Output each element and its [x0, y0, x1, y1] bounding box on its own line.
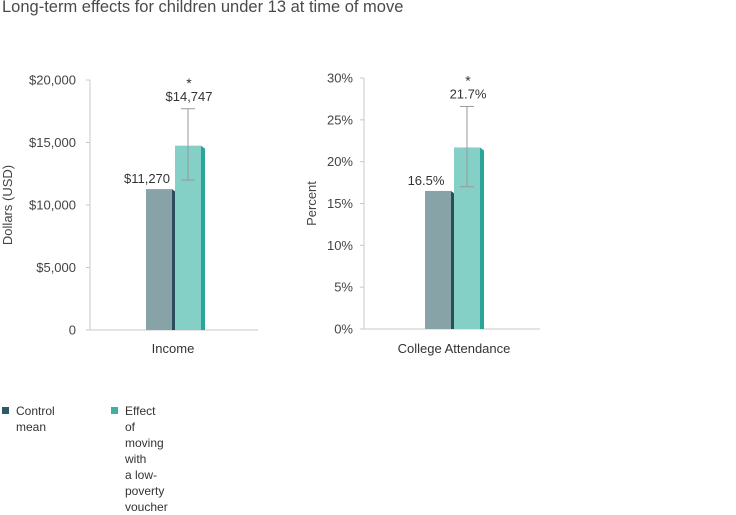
panel-2-y-axis-title: Percent — [304, 181, 319, 226]
panel-1-significance-marker: * — [186, 75, 192, 91]
panel-1-y-tick-label: 0 — [69, 323, 76, 338]
panel-1-y-tick-label: $10,000 — [29, 198, 76, 213]
panel-2-y-tick-label: 10% — [327, 238, 353, 253]
panel-2-y-tick-label: 5% — [334, 280, 353, 295]
panel-2-y-tick-label: 25% — [327, 112, 353, 127]
panel-2-significance-marker: * — [465, 72, 471, 88]
panel-1-voucher-value-label: $14,747 — [166, 89, 213, 104]
legend-label-voucher: Effect of moving with a low-poverty vouc… — [125, 404, 168, 514]
panel-2-category-label: College Attendance — [398, 341, 511, 356]
legend-swatch-voucher — [111, 407, 118, 414]
legend-swatch-control — [2, 407, 9, 414]
panel-1-voucher-bar-side — [201, 145, 205, 330]
panel-2-control-bar — [425, 190, 451, 329]
panel-1-control-value-label: $11,270 — [124, 171, 170, 186]
chart-canvas: 0 $5,000 $10,000 $15,000 $20,000 Dollars (USD… — [0, 71, 540, 356]
panel-2-y-tick-label: 15% — [327, 196, 353, 211]
panel-1-category-label: Income — [152, 341, 195, 356]
panel-2-y-tick-label: 30% — [327, 71, 353, 86]
panel-1-y-tick-label: $20,000 — [29, 73, 76, 88]
panel-2-voucher-bar-side — [480, 147, 484, 329]
panel-2-y-tick-label: 20% — [327, 154, 353, 169]
panel-2-voucher-value-label: 21.7% — [450, 86, 487, 101]
panel-1-y-tick-label: $5,000 — [36, 260, 76, 275]
panel-1-y-tick-label: $15,000 — [29, 135, 76, 150]
panel-2-control-value-label: 16.5% — [408, 173, 445, 188]
chart-title: Long-term effects for children under 13 … — [2, 0, 404, 16]
panel-1-y-axis-title: Dollars (USD) — [0, 165, 15, 245]
legend-label-control: Control mean — [16, 404, 55, 434]
panel-1-control-bar — [146, 189, 172, 330]
panel-2-y-tick-label: 0% — [334, 322, 353, 337]
